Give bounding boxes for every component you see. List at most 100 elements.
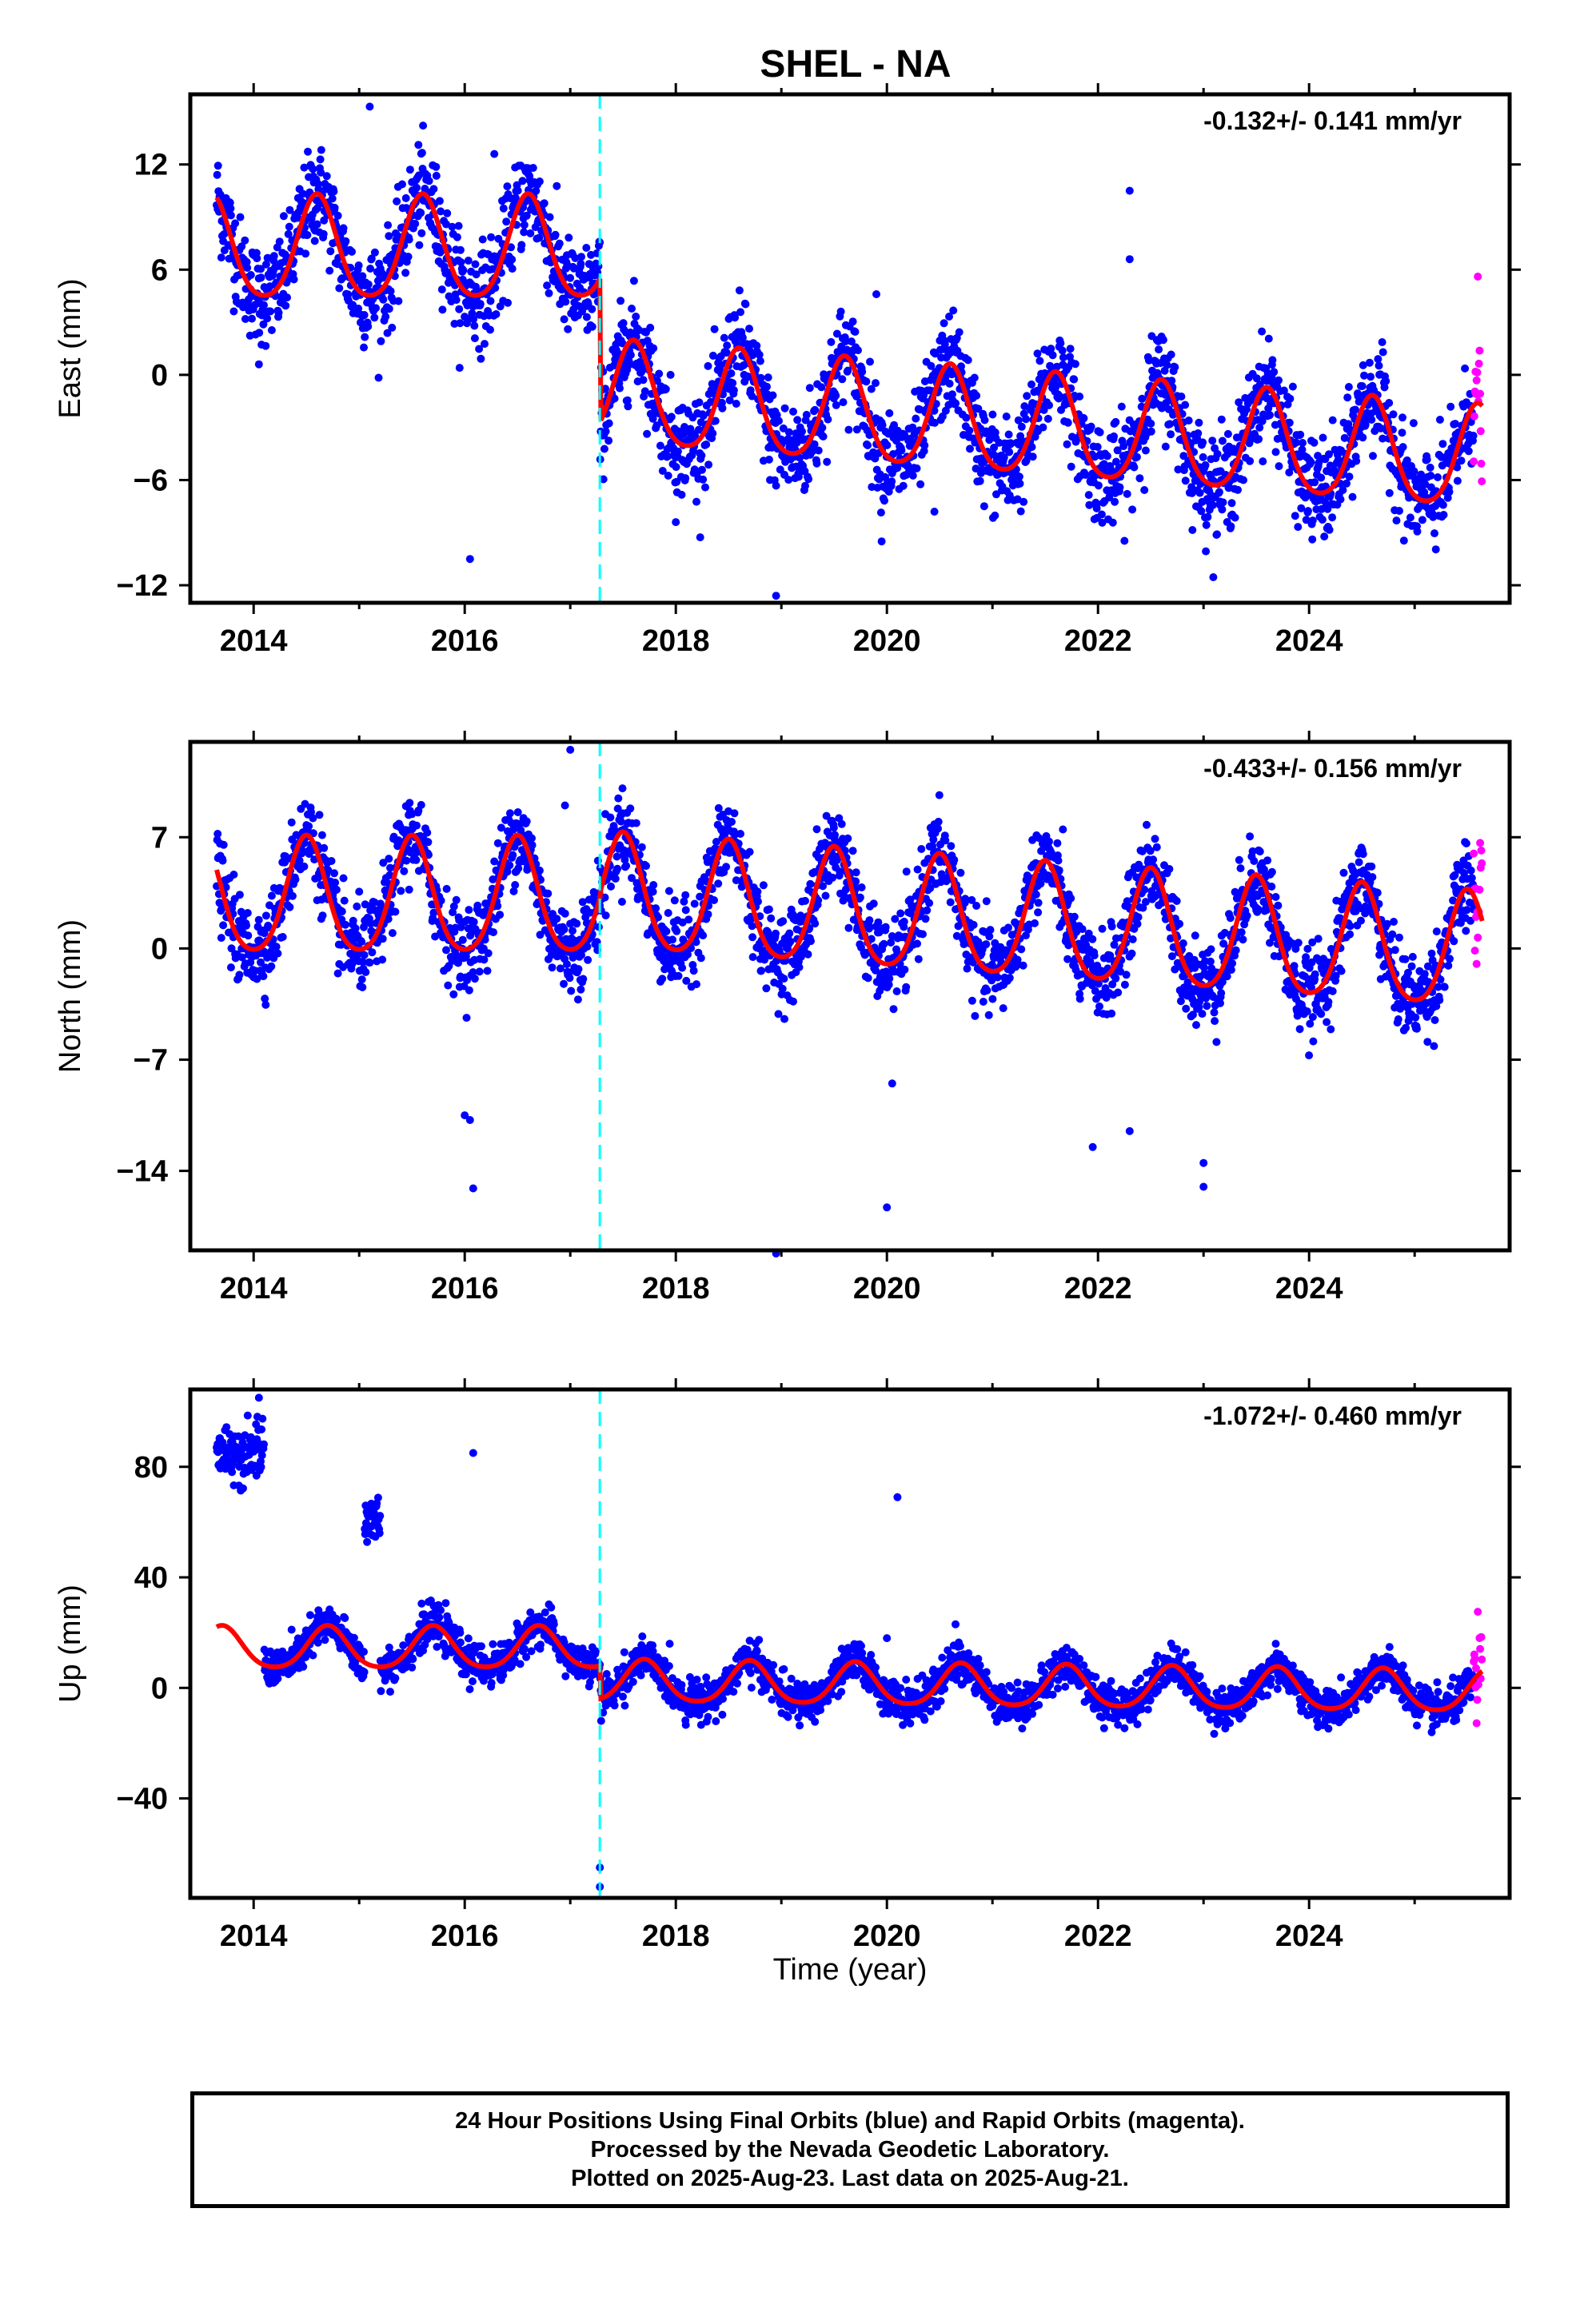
data-point — [971, 374, 979, 382]
data-point — [757, 967, 765, 975]
data-point — [470, 322, 478, 330]
data-point — [988, 411, 996, 419]
data-point — [1346, 472, 1354, 480]
data-point — [754, 898, 762, 906]
data-point — [692, 498, 700, 506]
data-point — [368, 948, 376, 956]
data-point — [361, 333, 369, 341]
data-point — [1209, 501, 1217, 509]
data-point — [1234, 486, 1242, 494]
data-point — [219, 857, 227, 865]
data-point — [582, 244, 590, 252]
data-point — [947, 899, 955, 907]
data-point — [1045, 401, 1053, 409]
data-point — [1155, 345, 1163, 353]
data-point — [355, 261, 363, 269]
data-point — [983, 987, 991, 995]
data-point — [244, 909, 252, 917]
data-point — [273, 950, 281, 958]
data-point — [214, 161, 222, 169]
data-point — [1366, 359, 1374, 367]
data-point — [1231, 514, 1239, 522]
data-point — [577, 986, 585, 994]
data-point — [940, 319, 948, 327]
data-point — [1098, 511, 1106, 519]
data-point — [935, 818, 943, 826]
data-point — [1128, 950, 1136, 958]
data-point — [583, 313, 591, 321]
data-point — [1006, 974, 1014, 982]
data-point — [702, 440, 710, 448]
data-point — [1446, 403, 1454, 411]
data-point — [1199, 438, 1207, 446]
outlier-point — [878, 537, 886, 545]
data-point — [320, 844, 328, 852]
data-point — [1268, 356, 1276, 364]
data-point — [465, 987, 473, 995]
data-point — [291, 875, 299, 883]
rapid-point — [1473, 377, 1481, 385]
data-point — [514, 808, 522, 816]
outlier-point — [1126, 255, 1134, 263]
data-point — [1107, 1010, 1115, 1018]
data-point — [981, 417, 989, 425]
data-point — [900, 918, 908, 926]
data-point — [459, 936, 467, 944]
data-point — [775, 417, 783, 425]
data-point — [632, 819, 640, 827]
data-point — [1195, 419, 1203, 427]
data-point — [1458, 456, 1466, 464]
data-point — [1111, 498, 1119, 506]
data-point — [565, 233, 573, 241]
data-point — [1386, 489, 1394, 497]
data-point — [584, 956, 592, 964]
data-point — [529, 841, 537, 849]
data-point — [745, 325, 753, 333]
chart-title: SHEL - NA — [760, 43, 951, 86]
outlier-point — [872, 290, 880, 298]
outlier-point — [772, 592, 780, 600]
data-point — [1128, 505, 1136, 513]
data-point — [982, 940, 990, 948]
data-point — [493, 310, 501, 318]
data-point — [789, 998, 797, 1006]
data-point — [765, 906, 773, 914]
data-point — [463, 1014, 471, 1022]
data-point — [226, 205, 234, 213]
data-point — [1059, 826, 1067, 834]
data-point — [806, 880, 814, 888]
data-point — [1319, 516, 1327, 524]
data-point — [417, 209, 425, 217]
data-point — [949, 306, 957, 314]
data-point — [567, 987, 575, 995]
data-point — [1228, 959, 1236, 967]
data-point — [220, 841, 228, 849]
data-point — [658, 975, 666, 983]
data-point — [1213, 530, 1221, 538]
data-point — [1224, 430, 1232, 438]
data-point — [436, 197, 444, 205]
rate-label: -0.132+/- 0.141 mm/yr — [1203, 106, 1462, 135]
data-point — [341, 897, 349, 905]
data-point — [913, 464, 921, 472]
data-point — [236, 891, 244, 899]
data-point — [642, 862, 650, 870]
data-point — [241, 237, 249, 245]
data-point — [484, 967, 492, 975]
data-point — [305, 823, 313, 831]
data-point — [334, 212, 342, 220]
data-point — [699, 476, 707, 484]
data-point — [852, 868, 860, 876]
rapid-point — [1478, 460, 1486, 468]
data-point — [1203, 1002, 1211, 1010]
data-point — [832, 392, 840, 400]
data-point — [471, 334, 479, 342]
data-point — [456, 319, 464, 327]
data-point — [381, 313, 389, 321]
data-point — [671, 896, 679, 904]
data-point — [1167, 430, 1175, 438]
data-point — [455, 222, 463, 230]
data-point — [690, 967, 698, 975]
data-point — [936, 791, 944, 799]
